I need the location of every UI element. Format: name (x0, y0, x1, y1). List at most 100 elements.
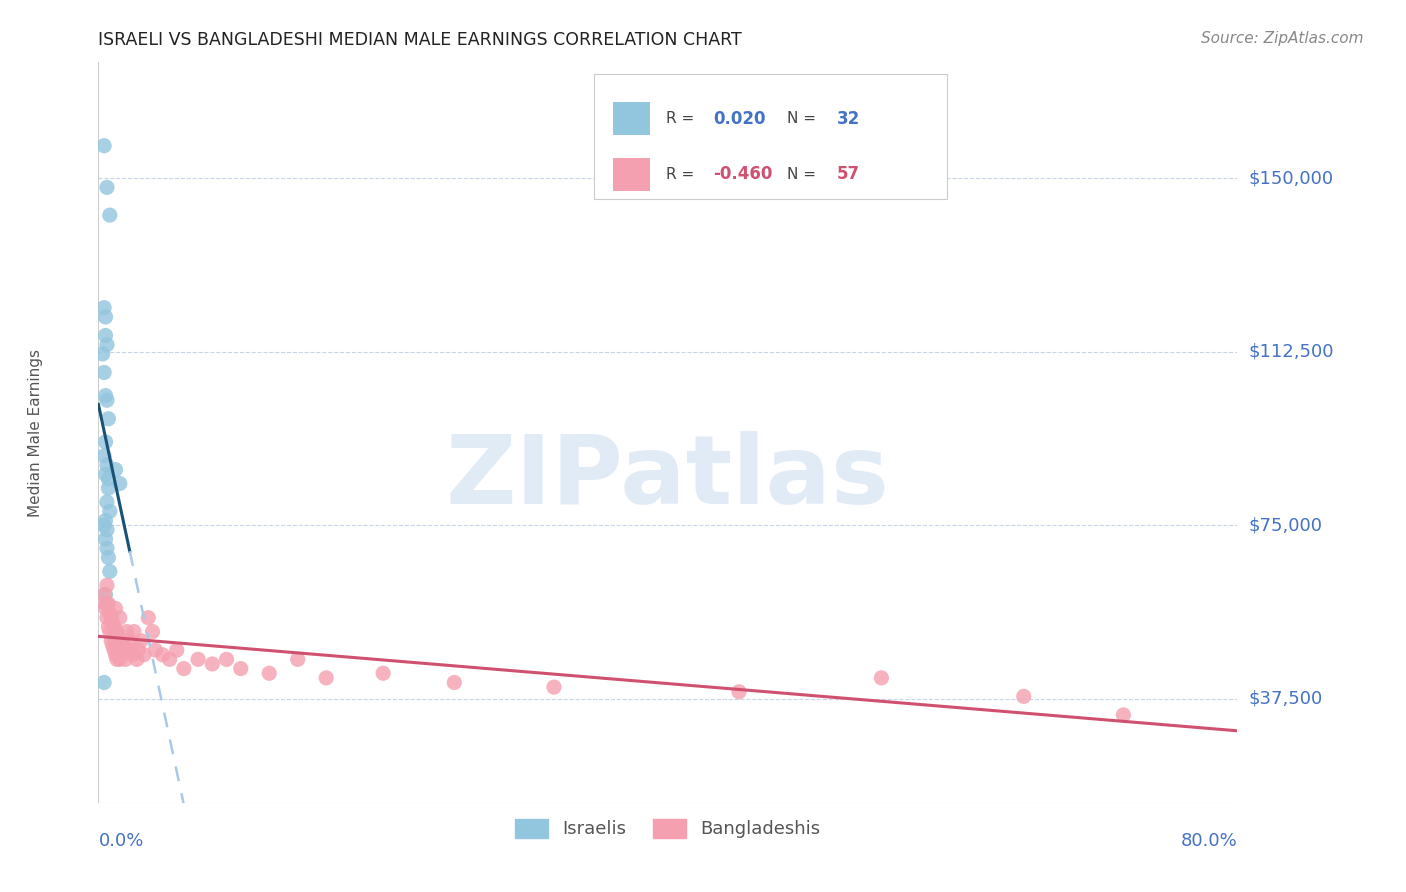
Point (94, 601, 117, 615)
Point (101, 639, 124, 653)
Text: Source: ZipAtlas.com: Source: ZipAtlas.com (1201, 31, 1364, 46)
Text: ISRAELI VS BANGLADESHI MEDIAN MALE EARNINGS CORRELATION CHART: ISRAELI VS BANGLADESHI MEDIAN MALE EARNI… (98, 31, 742, 49)
Point (94, 310, 117, 324)
Point (96, 180, 118, 194)
Point (112, 639, 135, 653)
Point (215, 652, 238, 666)
Point (93, 518, 115, 533)
Point (94, 467, 117, 482)
Point (108, 476, 131, 491)
Point (96, 458, 118, 472)
Bar (613, 158, 650, 191)
Point (141, 624, 163, 639)
Point (543, 680, 565, 694)
Point (114, 652, 136, 666)
Point (96, 541, 118, 556)
Point (1112, 707, 1135, 722)
Text: $37,500: $37,500 (1249, 690, 1323, 707)
Point (110, 633, 132, 648)
Point (96, 597, 118, 611)
Point (94, 328, 117, 343)
Point (96, 578, 118, 592)
Point (120, 643, 142, 657)
Point (373, 666, 395, 681)
Point (259, 666, 281, 681)
Point (97, 411, 120, 425)
Point (111, 643, 134, 657)
Point (91, 347, 114, 361)
Point (129, 633, 152, 648)
Point (98, 208, 121, 222)
Text: $150,000: $150,000 (1249, 169, 1333, 187)
Point (94, 514, 117, 528)
Point (93, 588, 115, 602)
Point (98, 565, 121, 579)
Point (104, 462, 127, 476)
Text: N =: N = (787, 167, 821, 182)
Point (159, 652, 181, 666)
Point (93, 449, 115, 463)
Point (98, 606, 121, 620)
Text: 0.0%: 0.0% (98, 832, 143, 850)
Text: Median Male Earnings: Median Male Earnings (28, 349, 44, 516)
Point (132, 648, 155, 662)
Point (105, 624, 128, 639)
Point (315, 671, 337, 685)
Point (127, 643, 149, 657)
Point (145, 643, 167, 657)
Point (728, 685, 751, 699)
Point (103, 620, 125, 634)
Point (96, 523, 118, 537)
Text: N =: N = (787, 112, 821, 126)
Text: 0.020: 0.020 (713, 110, 766, 128)
Point (105, 652, 128, 666)
Point (98, 624, 121, 639)
Text: R =: R = (665, 167, 699, 182)
Legend: Israelis, Bangladeshis: Israelis, Bangladeshis (508, 812, 828, 846)
Point (443, 675, 465, 690)
Point (96, 610, 118, 624)
Point (103, 643, 125, 657)
Point (152, 648, 174, 662)
Point (187, 652, 209, 666)
Point (96, 393, 118, 408)
Point (870, 671, 893, 685)
Point (107, 643, 129, 657)
Point (229, 662, 252, 676)
Text: -0.460: -0.460 (713, 165, 773, 184)
Point (118, 633, 141, 648)
Point (122, 624, 145, 639)
Point (94, 597, 117, 611)
Bar (613, 103, 650, 135)
Point (101, 615, 124, 630)
Point (100, 633, 122, 648)
Point (97, 597, 120, 611)
Point (201, 657, 224, 671)
Point (93, 675, 115, 690)
Point (115, 624, 138, 639)
Point (121, 648, 143, 662)
Text: R =: R = (665, 112, 699, 126)
Text: $112,500: $112,500 (1249, 343, 1334, 360)
Point (173, 662, 195, 676)
Point (97, 472, 120, 486)
Point (96, 337, 118, 351)
Point (94, 434, 117, 449)
Text: 80.0%: 80.0% (1181, 832, 1237, 850)
Point (94, 588, 117, 602)
Text: $75,000: $75,000 (1249, 516, 1323, 534)
Point (96, 495, 118, 509)
Text: 32: 32 (837, 110, 859, 128)
Point (97, 481, 120, 495)
Point (97, 620, 120, 634)
Point (166, 643, 188, 657)
Point (108, 610, 131, 624)
Point (1012, 690, 1035, 704)
Point (93, 301, 115, 315)
Point (93, 366, 115, 380)
Point (136, 610, 159, 624)
Point (107, 629, 129, 643)
Text: ZIPatlas: ZIPatlas (446, 431, 890, 524)
Point (287, 652, 309, 666)
Point (94, 389, 117, 403)
